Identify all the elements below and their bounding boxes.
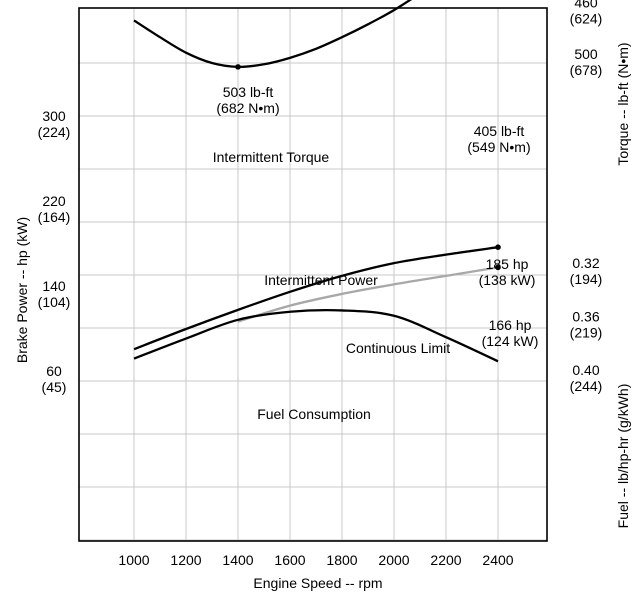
intermittent-power-point [495, 244, 501, 250]
annotation-torque-peak: 503 lb-ft [223, 84, 274, 100]
x-tick-label: 2000 [378, 552, 409, 568]
curve-label-fuel: Fuel Consumption [257, 406, 371, 422]
x-axis-label: Engine Speed -- rpm [253, 575, 382, 591]
tick-labels: 1000 1200 1400 1600 1800 2000 2200 2400 60(45) 14… [38, 0, 603, 568]
fuel-tick-label: 0.32 [572, 255, 599, 271]
annotation-torque-end: 405 lb-ft [474, 123, 525, 139]
x-tick-label: 1800 [326, 552, 357, 568]
left-tick-label: 220 [42, 193, 66, 209]
left-tick-label: (45) [42, 379, 67, 395]
continuous-limit-point [495, 264, 501, 271]
continuous-limit-curve [237, 266, 499, 323]
annotation-torque-peak: (682 N•m) [216, 100, 279, 116]
x-tick-label: 2400 [482, 552, 513, 568]
x-tick-label: 1000 [118, 552, 149, 568]
annotations: 503 lb-ft(682 N•m) 405 lb-ft(549 N•m) 185 … [213, 84, 539, 422]
x-tick-label: 2200 [430, 552, 461, 568]
annotation-cont-end: 166 hp [489, 317, 532, 333]
fuel-tick-label: (219) [570, 325, 603, 341]
left-tick-label: 60 [46, 363, 62, 379]
grid [79, 8, 547, 541]
curve-label-continuous: Continuous Limit [346, 340, 450, 356]
annotation-cont-end: (124 kW) [482, 333, 539, 349]
x-tick-label: 1200 [170, 552, 201, 568]
intermittent-torque-curve [133, 0, 413, 69]
intermittent-power-curve [133, 246, 499, 351]
annotation-torque-end: (549 N•m) [467, 139, 530, 155]
left-tick-label: 140 [42, 278, 66, 294]
curve-label-torque: Intermittent Torque [213, 149, 330, 165]
right-torque-axis-label: Torque -- lb-ft (N•m) [615, 42, 631, 165]
torque-tick-label: (678) [570, 62, 603, 78]
series-layer [133, 0, 501, 363]
annotation-power-end: (138 kW) [479, 272, 536, 288]
intermittent-torque-point [235, 64, 241, 70]
fuel-tick-label: (244) [570, 378, 603, 394]
torque-tick-label: 460 [574, 0, 598, 10]
plot-frame [78, 7, 548, 542]
x-tick-label: 1400 [222, 552, 253, 568]
fuel-tick-label: 0.40 [572, 362, 599, 378]
curve-label-power: Intermittent Power [264, 272, 378, 288]
left-tick-label: (164) [38, 209, 71, 225]
torque-tick-label: 500 [574, 46, 598, 62]
right-fuel-axis-label: Fuel -- lb/hp-hr (g/kWh) [615, 384, 631, 529]
annotation-power-end: 185 hp [486, 256, 529, 272]
left-tick-label: (224) [38, 124, 71, 140]
fuel-tick-label: 0.36 [572, 309, 599, 325]
left-tick-label: 300 [42, 108, 66, 124]
left-axis-label: Brake Power -- hp (kW) [14, 217, 30, 363]
x-tick-label: 1600 [274, 552, 305, 568]
fuel-consumption-curve [133, 309, 499, 363]
left-tick-label: (104) [38, 294, 71, 310]
fuel-tick-label: (194) [570, 271, 603, 287]
torque-tick-label: (624) [570, 10, 603, 26]
